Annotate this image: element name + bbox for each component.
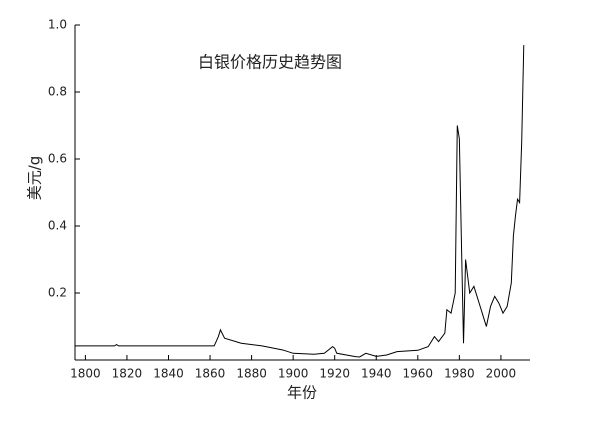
chart-title: 白银价格历史趋势图: [198, 53, 342, 72]
x-tick-label: 1820: [112, 367, 143, 381]
x-axis-label: 年份: [287, 384, 317, 402]
x-tick-label: 2000: [486, 367, 517, 381]
x-tick-label: 1880: [236, 367, 267, 381]
x-tick-label: 1980: [444, 367, 475, 381]
y-tick-label: 0.8: [48, 85, 67, 99]
series-line: [75, 45, 525, 358]
x-tick-label: 1840: [153, 367, 184, 381]
y-tick-label: 0.6: [48, 152, 67, 166]
x-tick-label: 1900: [278, 367, 309, 381]
y-tick-label: 0.2: [48, 286, 67, 300]
x-tick-label: 1920: [319, 367, 350, 381]
x-tick-label: 1940: [361, 367, 392, 381]
y-tick-label: 0.4: [48, 219, 67, 233]
y-tick-label: 1.0: [48, 18, 67, 32]
y-axis-label: 美元/g: [26, 156, 44, 201]
x-tick-label: 1860: [195, 367, 226, 381]
x-tick-label: 1960: [403, 367, 434, 381]
x-tick-label: 1800: [70, 367, 101, 381]
